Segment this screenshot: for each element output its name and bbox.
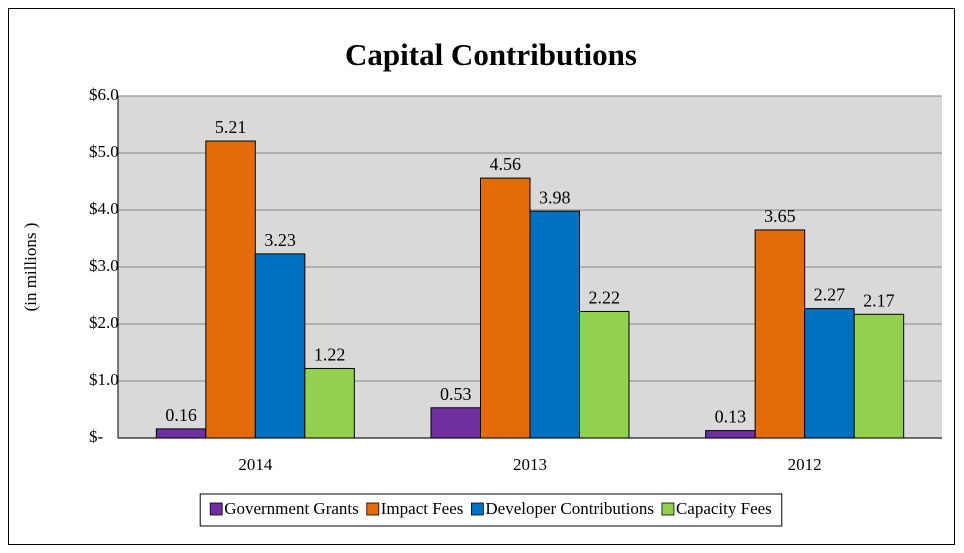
data-label: 3.65	[764, 206, 796, 226]
data-label: 0.53	[440, 384, 472, 404]
data-label: 2.27	[814, 285, 846, 305]
bar	[705, 430, 756, 439]
chart-title: Capital Contributions	[345, 37, 637, 72]
y-tick-label: $5.0	[89, 142, 119, 161]
bar	[480, 177, 531, 439]
bar	[529, 210, 580, 439]
y-axis-label: (in millions )	[21, 223, 40, 312]
y-tick-label: $2.0	[89, 313, 119, 332]
legend-label: Government Grants	[224, 499, 359, 518]
data-label: 3.23	[264, 230, 296, 250]
x-tick-label: 2012	[788, 455, 822, 474]
data-label: 0.16	[165, 405, 197, 425]
bar	[155, 428, 207, 439]
bar	[579, 310, 630, 439]
bar	[804, 308, 855, 439]
data-label: 3.98	[539, 187, 571, 207]
y-tick-label: $1.0	[89, 370, 119, 389]
data-label: 5.21	[215, 117, 247, 137]
legend-marker	[209, 502, 223, 516]
legend-label: Capacity Fees	[676, 499, 772, 518]
y-tick-label: $4.0	[89, 199, 119, 218]
y-tick-label: $-	[89, 427, 104, 446]
x-tick-label: 2013	[513, 455, 547, 474]
bar	[430, 407, 481, 439]
bar	[205, 140, 256, 439]
y-tick-label: $6.0	[89, 85, 119, 104]
legend	[199, 493, 783, 527]
x-tick-label: 2014	[238, 455, 273, 474]
legend-marker	[366, 502, 380, 516]
legend-label: Developer Contributions	[485, 499, 654, 518]
y-tick-label: $3.0	[89, 256, 119, 275]
data-label: 2.17	[863, 290, 895, 310]
legend-label: Impact Fees	[381, 499, 464, 518]
bar	[304, 367, 355, 439]
data-label: 1.22	[314, 345, 346, 365]
data-label: 4.56	[490, 154, 522, 174]
data-label: 2.22	[589, 288, 621, 308]
data-label: 0.13	[715, 407, 747, 427]
legend-marker	[470, 502, 484, 516]
bar	[254, 253, 306, 439]
legend-marker	[661, 502, 675, 516]
bar	[754, 229, 806, 439]
bar	[853, 313, 905, 439]
